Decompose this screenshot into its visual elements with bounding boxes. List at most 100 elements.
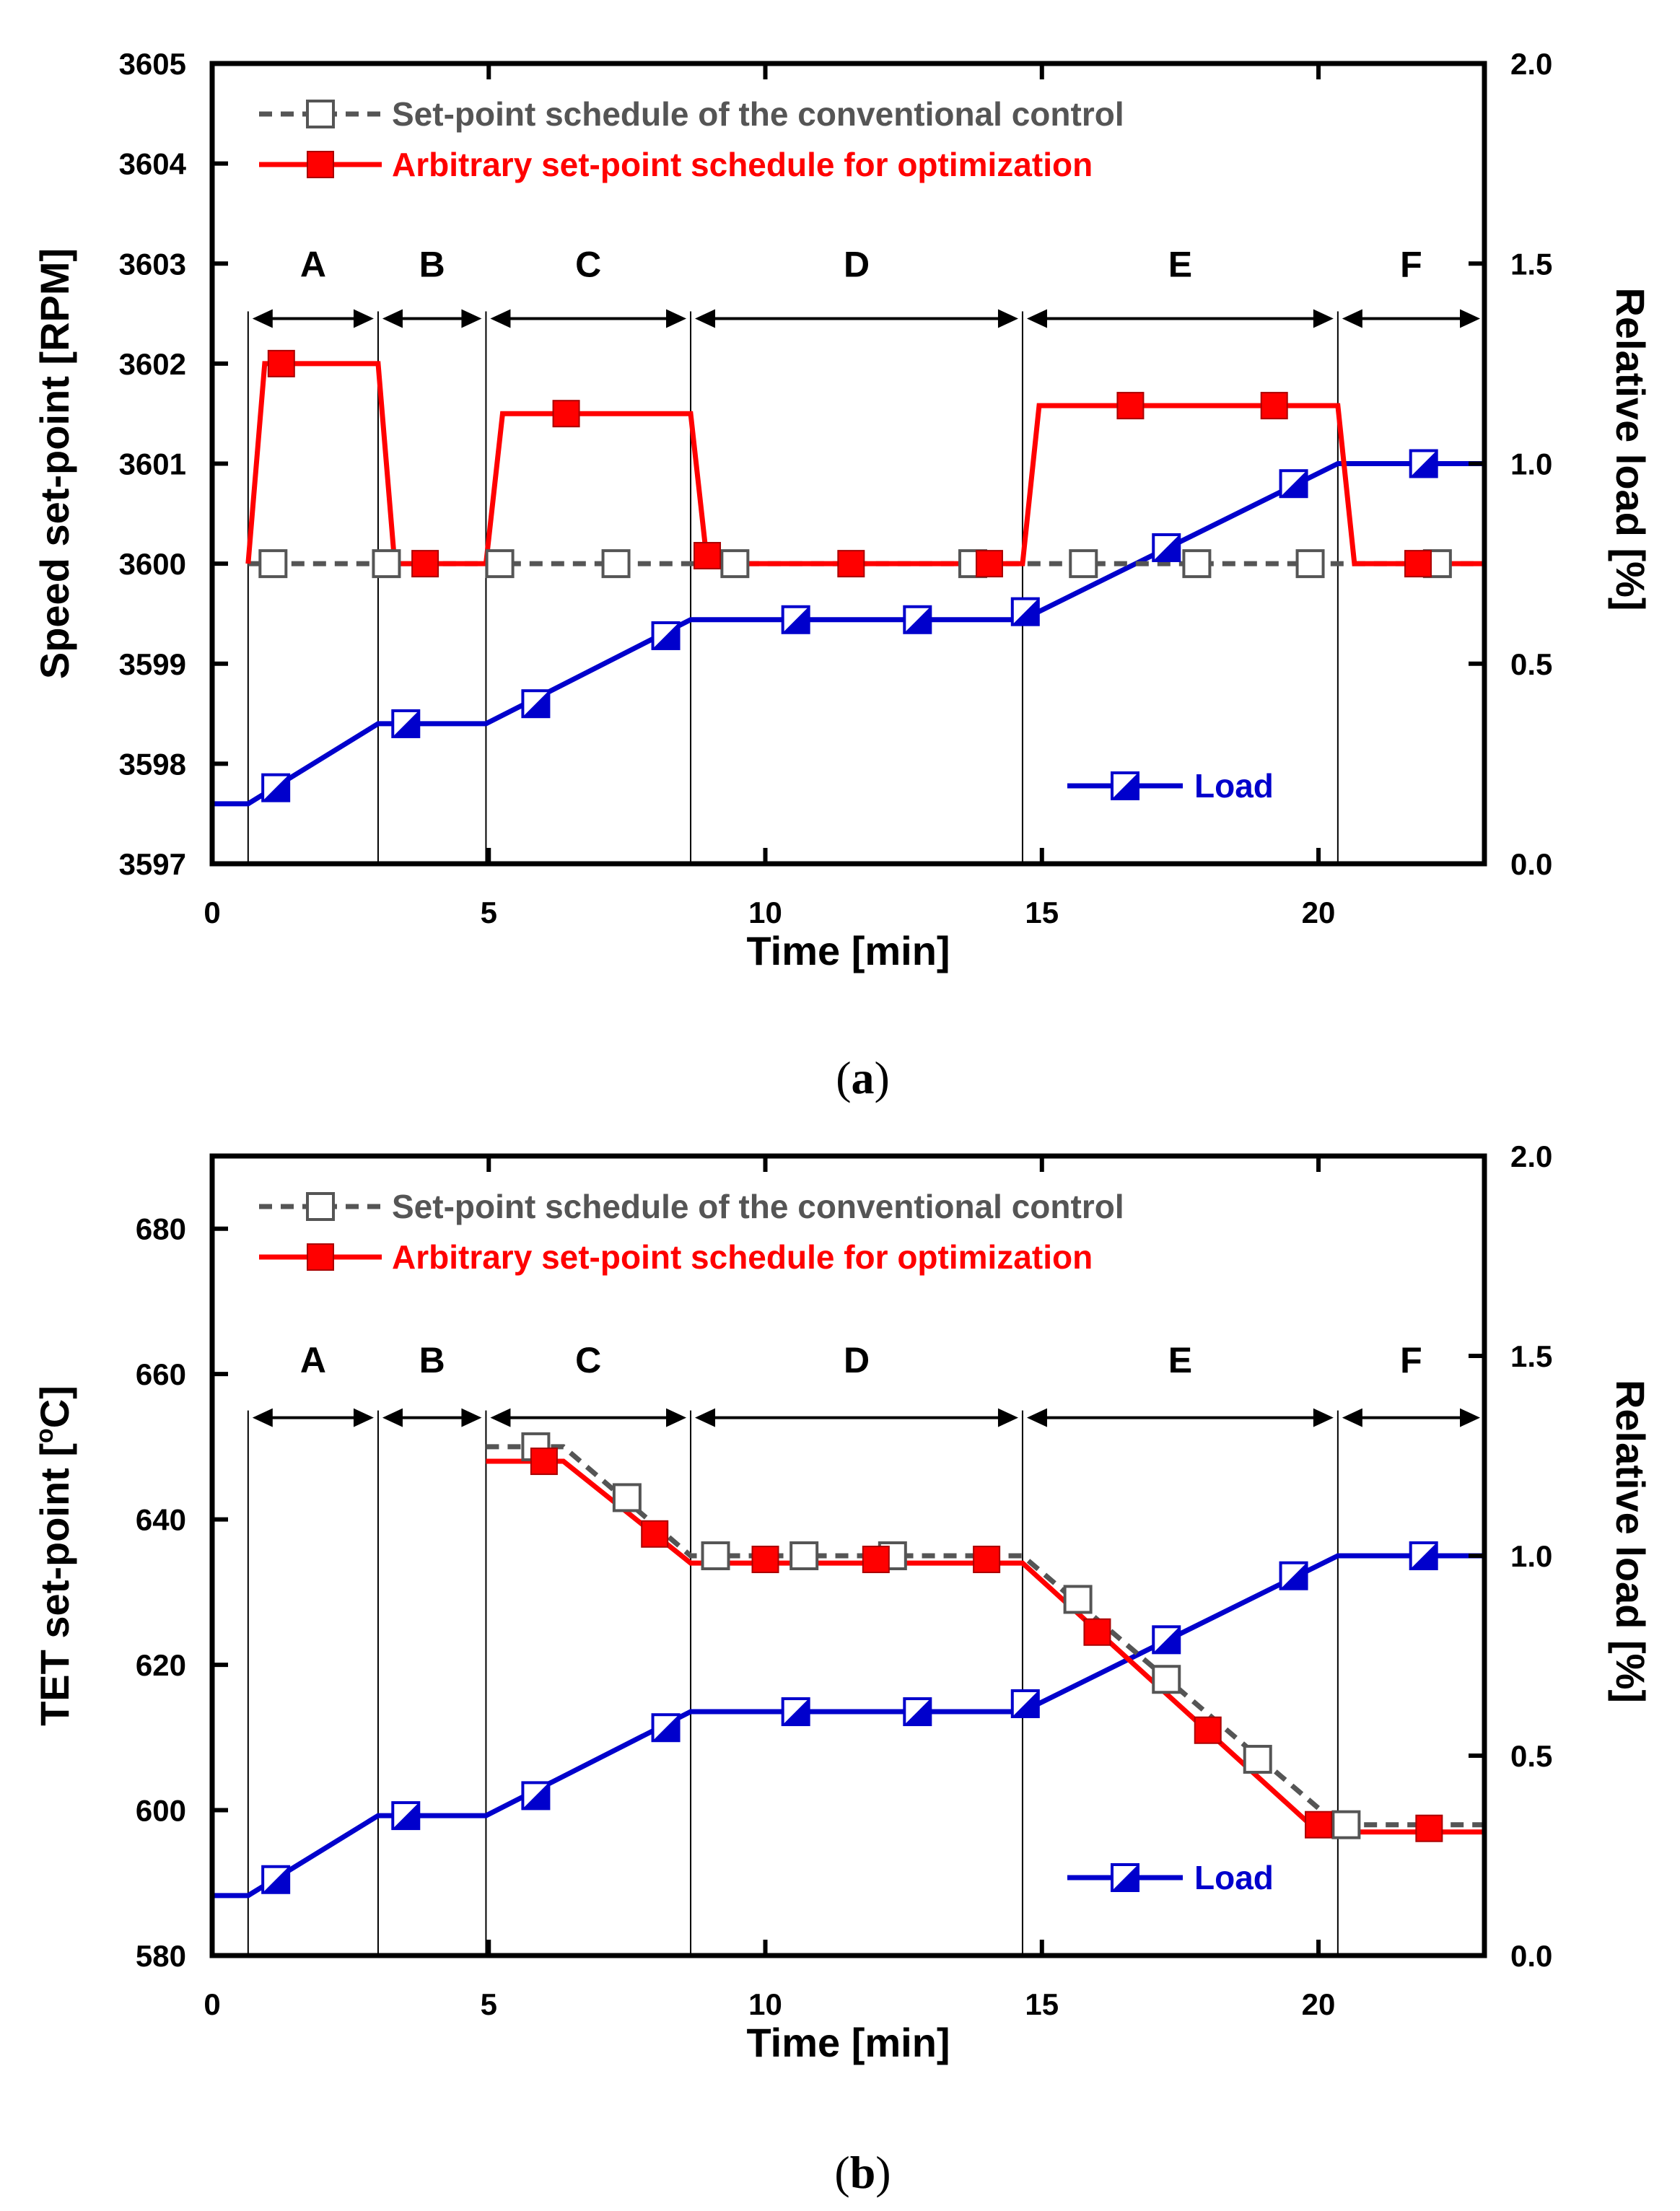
data-point-load	[1409, 449, 1438, 478]
phase-label-a: A	[300, 244, 326, 284]
panel-caption-part: b	[850, 2147, 876, 2198]
y2-tick-label: 2.0	[1510, 47, 1552, 81]
data-point-arbitrary	[1260, 392, 1288, 420]
phase-arrow-head-right	[666, 1408, 687, 1427]
y-tick-label: 580	[136, 1939, 186, 1973]
data-point-arbitrary	[694, 542, 722, 570]
data-point-load-fill	[652, 1715, 679, 1741]
y-tick-label: 620	[136, 1648, 186, 1682]
series-line-arbitrary	[245, 361, 1484, 566]
phase-arrow-c	[490, 1408, 687, 1427]
x-tick-label: 5	[481, 1987, 497, 2021]
phase-arrow-head-right	[353, 1408, 374, 1427]
panel-caption-part: )	[875, 1052, 890, 1103]
series-line-arbitrary	[486, 1458, 1484, 1835]
legend-label-arbitrary: Arbitrary set-point schedule for optimiz…	[392, 146, 1093, 183]
phase-arrow-c	[490, 309, 687, 328]
x-axis-label: Time [min]	[746, 2020, 950, 2065]
phase-label-f: F	[1400, 1340, 1422, 1380]
data-point-arbitrary	[1194, 1716, 1222, 1744]
data-point-load-fill	[782, 1699, 809, 1725]
data-point-conventional	[601, 549, 631, 579]
panel-caption-part: (	[836, 1052, 851, 1103]
phase-arrow-head-right	[1460, 309, 1480, 328]
data-point-load	[261, 773, 291, 802]
x-tick-label: 5	[481, 896, 497, 929]
x-tick-label: 15	[1025, 1987, 1059, 2021]
phase-arrow-head-right	[1313, 1408, 1334, 1427]
y2-tick-label: 2.0	[1510, 1139, 1552, 1173]
phase-arrow-head-left	[382, 1408, 403, 1427]
data-point-arbitrary	[1415, 1814, 1443, 1842]
phase-arrow-head-right	[997, 1408, 1018, 1427]
phase-arrow-head-left	[1026, 1408, 1047, 1427]
data-point-conventional	[1243, 1745, 1272, 1774]
data-point-arbitrary	[552, 400, 580, 428]
phase-arrow-e	[1026, 1408, 1334, 1427]
data-point-load	[1279, 1561, 1308, 1590]
data-point-load	[521, 1781, 551, 1811]
legend-label-conventional: Set-point schedule of the conventional c…	[392, 1188, 1124, 1225]
y-axis-label-main: TET set-point [	[32, 1443, 77, 1726]
panel-caption-part: )	[875, 2147, 891, 2198]
legend: Set-point schedule of the conventional c…	[259, 95, 1274, 805]
data-point-arbitrary	[1305, 1811, 1333, 1839]
phase-arrow-head-left	[252, 1408, 273, 1427]
data-point-conventional	[1295, 549, 1325, 579]
legend-marker-load-fill	[1112, 773, 1138, 799]
series-line-load	[212, 461, 1484, 807]
x-tick-label: 15	[1025, 896, 1059, 929]
y-tick-label: 3597	[119, 847, 186, 881]
phase-arrow-head-right	[997, 309, 1018, 328]
data-point-conventional	[1152, 1665, 1181, 1694]
y2-tick-label: 0.0	[1510, 847, 1552, 881]
y-axis-label-unit: C]	[32, 1385, 77, 1428]
phase-arrow-head-left	[490, 1408, 511, 1427]
y2-tick-label: 1.5	[1510, 1339, 1552, 1373]
data-point-load	[903, 605, 932, 634]
phase-arrow-d	[695, 309, 1018, 328]
phase-arrow-head-left	[252, 309, 273, 328]
y-tick-label: 3600	[119, 547, 186, 581]
x-tick-label: 10	[748, 896, 782, 929]
phase-arrow-head-right	[461, 1408, 482, 1427]
phase-arrow-head-left	[695, 309, 716, 328]
data-point-load	[1279, 469, 1308, 499]
legend-label-load: Load	[1194, 1859, 1274, 1896]
data-point-load-fill	[1012, 598, 1038, 625]
plot-frame	[209, 61, 1487, 867]
data-point-load-fill	[652, 622, 679, 649]
data-point-load	[781, 605, 810, 634]
data-point-load	[391, 1801, 421, 1831]
x-tick-label: 20	[1302, 896, 1336, 929]
phase-label-b: B	[419, 244, 445, 284]
data-point-load-fill	[1153, 534, 1180, 561]
y-tick-label: 3603	[119, 247, 186, 281]
data-point-load-fill	[1012, 1690, 1038, 1717]
legend-marker-conventional	[306, 100, 335, 128]
data-point-load-fill	[1280, 470, 1307, 497]
data-point-load-fill	[1280, 1562, 1307, 1589]
y-axis-label: Speed set-point [RPM]	[32, 248, 77, 679]
phase-arrow-f	[1342, 1408, 1480, 1427]
y-tick-label: 3602	[119, 347, 186, 381]
data-point-load-fill	[904, 606, 931, 633]
phase-label-d: D	[844, 1340, 870, 1380]
data-point-conventional	[485, 549, 515, 579]
x-tick-label: 20	[1302, 1987, 1336, 2021]
phase-arrow-head-left	[1026, 309, 1047, 328]
data-point-load	[1010, 597, 1040, 626]
data-point-load	[903, 1697, 932, 1727]
y-axis-label: TET set-point [oC]	[31, 1385, 77, 1726]
data-point-load	[781, 1697, 810, 1727]
panel-caption: (b)	[834, 2147, 891, 2198]
data-point-arbitrary	[411, 550, 439, 578]
data-point-load-fill	[263, 1866, 289, 1893]
legend-marker-load	[1111, 1863, 1139, 1892]
y2-tick-label: 0.0	[1510, 1939, 1552, 1973]
legend-label-arbitrary: Arbitrary set-point schedule for optimiz…	[392, 1238, 1093, 1276]
data-point-arbitrary	[1116, 392, 1145, 420]
data-point-load-fill	[263, 774, 289, 801]
x-axis-label: Time [min]	[746, 928, 950, 973]
data-point-arbitrary	[267, 349, 295, 377]
